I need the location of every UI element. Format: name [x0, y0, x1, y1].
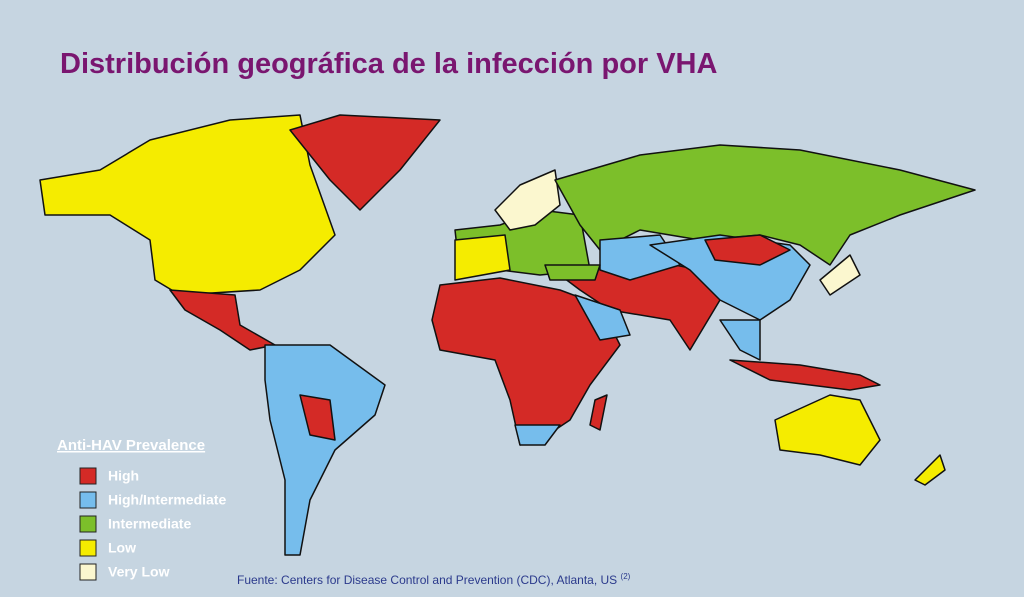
- legend-label: Intermediate: [108, 516, 191, 532]
- region: [264, 344, 386, 556]
- region: [514, 424, 561, 446]
- region: [169, 289, 276, 351]
- world-map: [39, 114, 976, 556]
- title: Distribución geográfica de la infección …: [60, 48, 717, 80]
- region: [544, 264, 601, 281]
- legend-label: Low: [108, 540, 136, 556]
- region: [454, 234, 511, 281]
- legend-swatch: [79, 563, 97, 581]
- legend-title: Anti-HAV Prevalence: [57, 437, 205, 454]
- legend-swatch: [79, 515, 97, 533]
- legend-label: High: [108, 468, 139, 484]
- region: [729, 359, 881, 391]
- source-text: Fuente: Centers for Disease Control and …: [237, 573, 617, 587]
- region: [704, 234, 791, 266]
- region: [289, 114, 441, 211]
- source-ref: (2): [621, 572, 631, 581]
- region: [39, 114, 336, 296]
- region: [494, 169, 561, 231]
- region: [719, 319, 761, 361]
- region: [299, 394, 336, 441]
- legend: High High/Intermediate Intermediate Low Very…: [79, 467, 226, 581]
- region: [914, 454, 946, 486]
- region: [819, 254, 861, 296]
- source: Fuente: Centers for Disease Control and …: [237, 572, 631, 587]
- legend-swatch: [79, 467, 97, 485]
- legend-label: Very Low: [108, 564, 170, 580]
- region: [589, 394, 608, 431]
- legend-label: High/Intermediate: [108, 492, 226, 508]
- legend-swatch: [79, 539, 97, 557]
- legend-swatch: [79, 491, 97, 509]
- region: [774, 394, 881, 466]
- region: [574, 294, 631, 341]
